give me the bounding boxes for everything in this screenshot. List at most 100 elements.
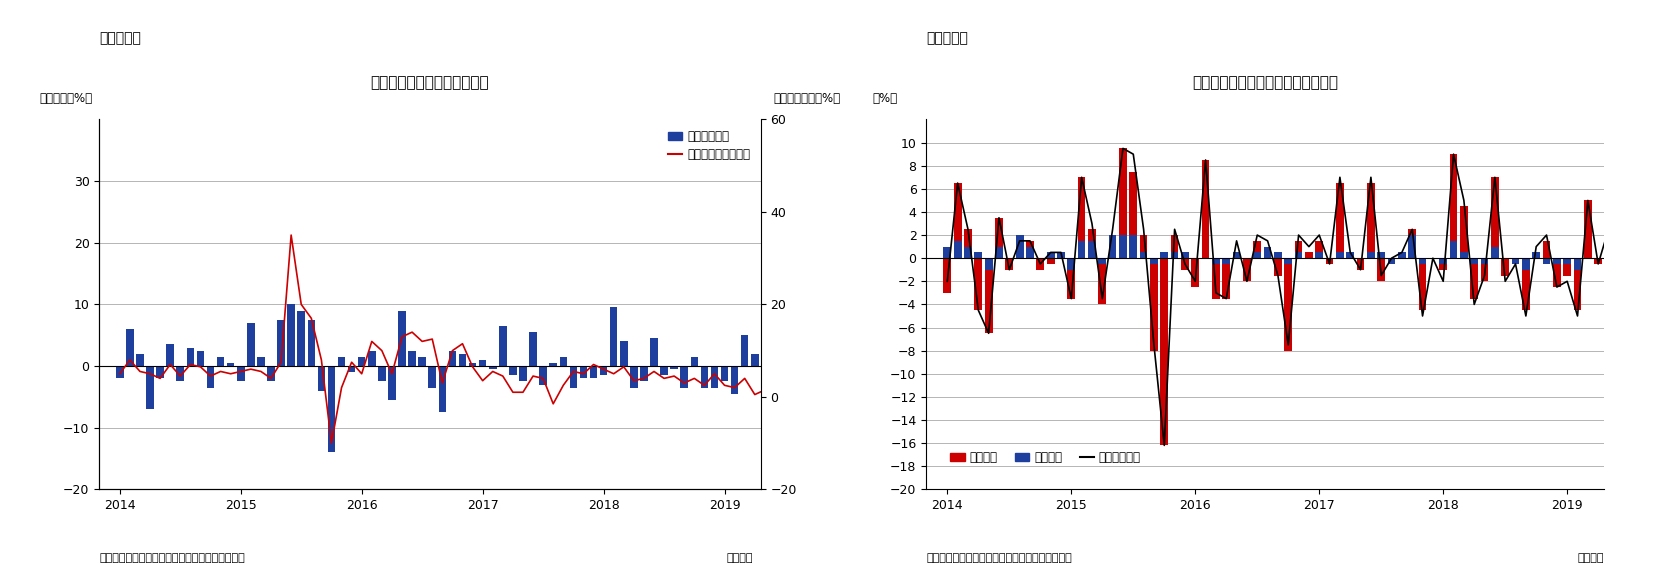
Bar [1594, 258, 1603, 264]
Bar [1016, 235, 1024, 258]
Text: （月次）: （月次） [726, 553, 753, 563]
Bar [1449, 154, 1457, 258]
Bar [1604, 241, 1613, 258]
Bar [1295, 241, 1302, 258]
Bar [1356, 258, 1365, 270]
Bar [509, 366, 516, 376]
Bar [1449, 241, 1457, 258]
Bar [1460, 206, 1467, 258]
Bar [357, 357, 366, 366]
Bar [1025, 241, 1034, 258]
前年同月比（右軸） [665, 373, 685, 380]
住宅許可件数 [1505, 261, 1525, 267]
Bar [1543, 241, 1550, 258]
Bar [1232, 253, 1240, 258]
Bar [1120, 235, 1126, 258]
Bar [964, 229, 973, 258]
Bar [1181, 258, 1189, 270]
Bar [549, 363, 557, 366]
Legend: 季調済前月比, 前年同月比（右軸）: 季調済前月比, 前年同月比（右軸） [663, 125, 754, 166]
Legend: 集合住宅, 一戸建て, 住宅許可件数: 集合住宅, 一戸建て, 住宅許可件数 [946, 446, 1145, 469]
Bar [943, 258, 951, 293]
Bar [781, 366, 789, 369]
Bar [1140, 253, 1148, 258]
Bar [187, 348, 194, 366]
Bar [1532, 253, 1540, 258]
Bar [246, 323, 255, 366]
Bar [327, 366, 336, 452]
Bar [996, 246, 1002, 258]
Bar [1563, 258, 1571, 264]
Bar [1120, 149, 1126, 258]
Bar [1202, 160, 1209, 258]
Bar [409, 351, 415, 366]
Bar [1543, 258, 1550, 264]
Bar [1419, 258, 1426, 264]
Bar [579, 366, 587, 378]
Bar [1161, 258, 1168, 446]
Text: （前年同月比、%）: （前年同月比、%） [772, 92, 840, 105]
Bar [610, 307, 617, 366]
Bar [519, 366, 526, 381]
Bar [1573, 258, 1581, 270]
Bar [1439, 258, 1447, 264]
Bar [1098, 258, 1107, 304]
Bar [1419, 258, 1426, 310]
Text: （資料）センサス局よりニッセイ基礎研究所作成: （資料）センサス局よりニッセイ基礎研究所作成 [99, 553, 245, 563]
Bar [1016, 235, 1024, 258]
Bar [177, 366, 184, 381]
Bar [1388, 258, 1396, 264]
Bar [731, 366, 738, 394]
Bar [1171, 253, 1179, 258]
Bar [157, 366, 164, 378]
Line: 前年同月比（右軸）: 前年同月比（右軸） [119, 235, 796, 443]
Bar [347, 366, 356, 372]
Bar [974, 258, 982, 310]
Text: （前月比、%）: （前月比、%） [40, 92, 93, 105]
Text: 住宅着工許可件数（伸び率）: 住宅着工許可件数（伸び率） [370, 75, 490, 90]
Bar [590, 366, 597, 378]
住宅許可件数 [1113, 145, 1133, 152]
Bar [217, 357, 225, 366]
Bar [1502, 258, 1508, 275]
Bar [1614, 258, 1623, 264]
Bar [1037, 258, 1044, 270]
Bar [954, 241, 961, 258]
Bar [308, 320, 314, 366]
Bar [1604, 241, 1613, 258]
Bar [690, 357, 698, 366]
Bar [529, 332, 538, 366]
Bar [1130, 171, 1138, 258]
Bar [1150, 258, 1158, 264]
前年同月比（右軸） [786, 384, 805, 391]
Bar [126, 329, 134, 366]
Bar [660, 366, 668, 376]
Bar [1264, 253, 1272, 258]
Bar [136, 354, 144, 366]
Bar [288, 304, 294, 366]
Bar [1181, 253, 1189, 258]
Bar [237, 366, 245, 381]
Bar [1130, 235, 1138, 258]
Bar [1522, 258, 1530, 270]
Bar [458, 354, 466, 366]
Bar [1315, 253, 1323, 258]
Bar [721, 366, 728, 381]
Bar [650, 339, 658, 366]
Bar [1057, 253, 1065, 258]
Bar [1408, 229, 1416, 258]
Bar [559, 357, 567, 366]
Bar [337, 357, 346, 366]
Bar [974, 253, 982, 258]
Bar [1315, 241, 1323, 258]
Bar [438, 366, 447, 413]
Bar [539, 366, 547, 385]
Bar [1274, 253, 1282, 258]
前年同月比（右軸） [109, 370, 129, 377]
Bar [399, 311, 405, 366]
Bar [1274, 258, 1282, 275]
Bar [1295, 253, 1302, 258]
Bar [468, 363, 476, 366]
住宅許可件数 [938, 278, 958, 284]
Bar [1336, 183, 1343, 258]
